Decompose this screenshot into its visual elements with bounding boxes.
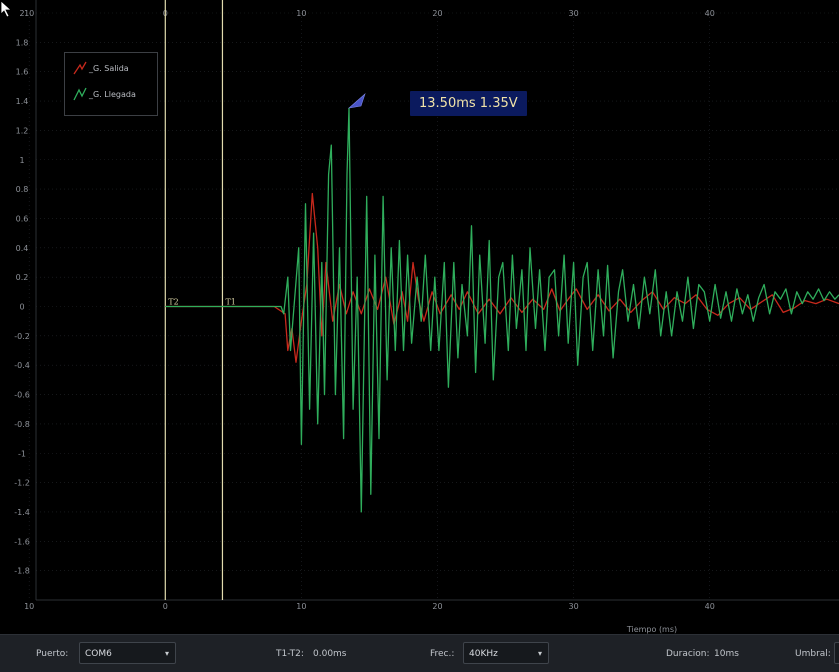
cursor-label-t1: T1: [225, 298, 235, 307]
x-tick-label-top: 40: [705, 9, 715, 18]
legend-label-llegada: _G. Llegada: [89, 89, 136, 99]
y-tick-label: -1.2: [14, 479, 30, 488]
y-tick-label: -1: [18, 449, 26, 458]
y-tick-label: 1.2: [16, 126, 29, 135]
chevron-down-icon: ▾: [537, 649, 542, 658]
puerto-label: Puerto:: [36, 649, 69, 659]
oscilloscope-plot[interactable]: 2 1.8 1.6 1.4 1.2 1 0.8 0.6 0.4 0.2 0 -0.2 -0.4 -0.6 -…: [0, 0, 839, 634]
mouse-pointer-icon: [0, 0, 13, 18]
y-tick-label: 0: [19, 303, 24, 312]
y-tick-label: 1.8: [16, 38, 29, 47]
x-tick-label-bottom: 30: [569, 602, 579, 611]
y-tick-label: -0.2: [14, 332, 30, 341]
y-tick-label: 1.4: [16, 97, 29, 106]
y-tick-label: 0.6: [16, 214, 29, 223]
chevron-down-icon: ▾: [164, 649, 169, 658]
y-tick-label: -1.4: [14, 508, 30, 517]
x-tick-label-bottom: 40: [705, 602, 715, 611]
frec-value: 40KHz: [469, 649, 498, 659]
x-tick-label-bottom: 10: [24, 602, 34, 611]
y-tick-label: -1.8: [14, 567, 30, 576]
y-tick-label: -0.4: [14, 361, 30, 370]
puerto-select[interactable]: COM6 ▾: [79, 642, 176, 664]
status-bar: Puerto: COM6 ▾ T1-T2: 0.00ms Frec.: 40KH…: [0, 634, 839, 672]
y-tick-label: -1.6: [14, 537, 30, 546]
peak-readout-label: 13.50ms 1.35V: [410, 91, 527, 116]
y-tick-label: 0.4: [16, 244, 29, 253]
y-tick-label: -0.8: [14, 420, 30, 429]
chart-legend: _G. Salida _G. Llegada: [64, 52, 158, 116]
y-tick-label: 2: [19, 9, 24, 18]
x-tick-label-bottom: 20: [432, 602, 442, 611]
y-tick-label: 1.6: [16, 68, 29, 77]
x-tick-label-top: 20: [432, 9, 442, 18]
t1t2-value: 0.00ms: [313, 649, 347, 659]
legend-item-llegada[interactable]: _G. Llegada: [73, 87, 136, 101]
y-tick-label: 1: [19, 156, 24, 165]
frec-label: Frec.:: [430, 649, 455, 659]
peak-marker-icon[interactable]: [347, 92, 367, 110]
x-tick-label-top: 10: [296, 9, 306, 18]
cursor-label-t2: T2: [168, 298, 178, 307]
x-tick-label-top: 10: [24, 9, 34, 18]
y-tick-label: 0.2: [16, 273, 29, 282]
series-line-salida: [165, 192, 839, 363]
umbral-input[interactable]: [834, 642, 839, 664]
x-tick-label-top: 30: [569, 9, 579, 18]
umbral-label: Umbral:: [795, 649, 831, 659]
t1t2-label: T1-T2:: [276, 649, 304, 659]
x-tick-label-bottom: 0: [163, 602, 168, 611]
legend-swatch-salida: [73, 61, 87, 75]
legend-swatch-llegada: [73, 87, 87, 101]
y-tick-label: -0.6: [14, 391, 30, 400]
x-axis-title: Tiempo (ms): [626, 625, 677, 634]
frec-select[interactable]: 40KHz ▾: [463, 642, 549, 664]
x-tick-label-bottom: 10: [296, 602, 306, 611]
duracion-label: Duracion:: [666, 649, 710, 659]
y-tick-label: 0.8: [16, 185, 29, 194]
legend-item-salida[interactable]: _G. Salida: [73, 61, 129, 75]
duracion-value: 10ms: [714, 649, 739, 659]
legend-label-salida: _G. Salida: [89, 63, 129, 73]
puerto-value: COM6: [85, 649, 112, 659]
waveform-chart[interactable]: 2 1.8 1.6 1.4 1.2 1 0.8 0.6 0.4 0.2 0 -0.2 -0.4 -0.6 -…: [0, 0, 839, 634]
